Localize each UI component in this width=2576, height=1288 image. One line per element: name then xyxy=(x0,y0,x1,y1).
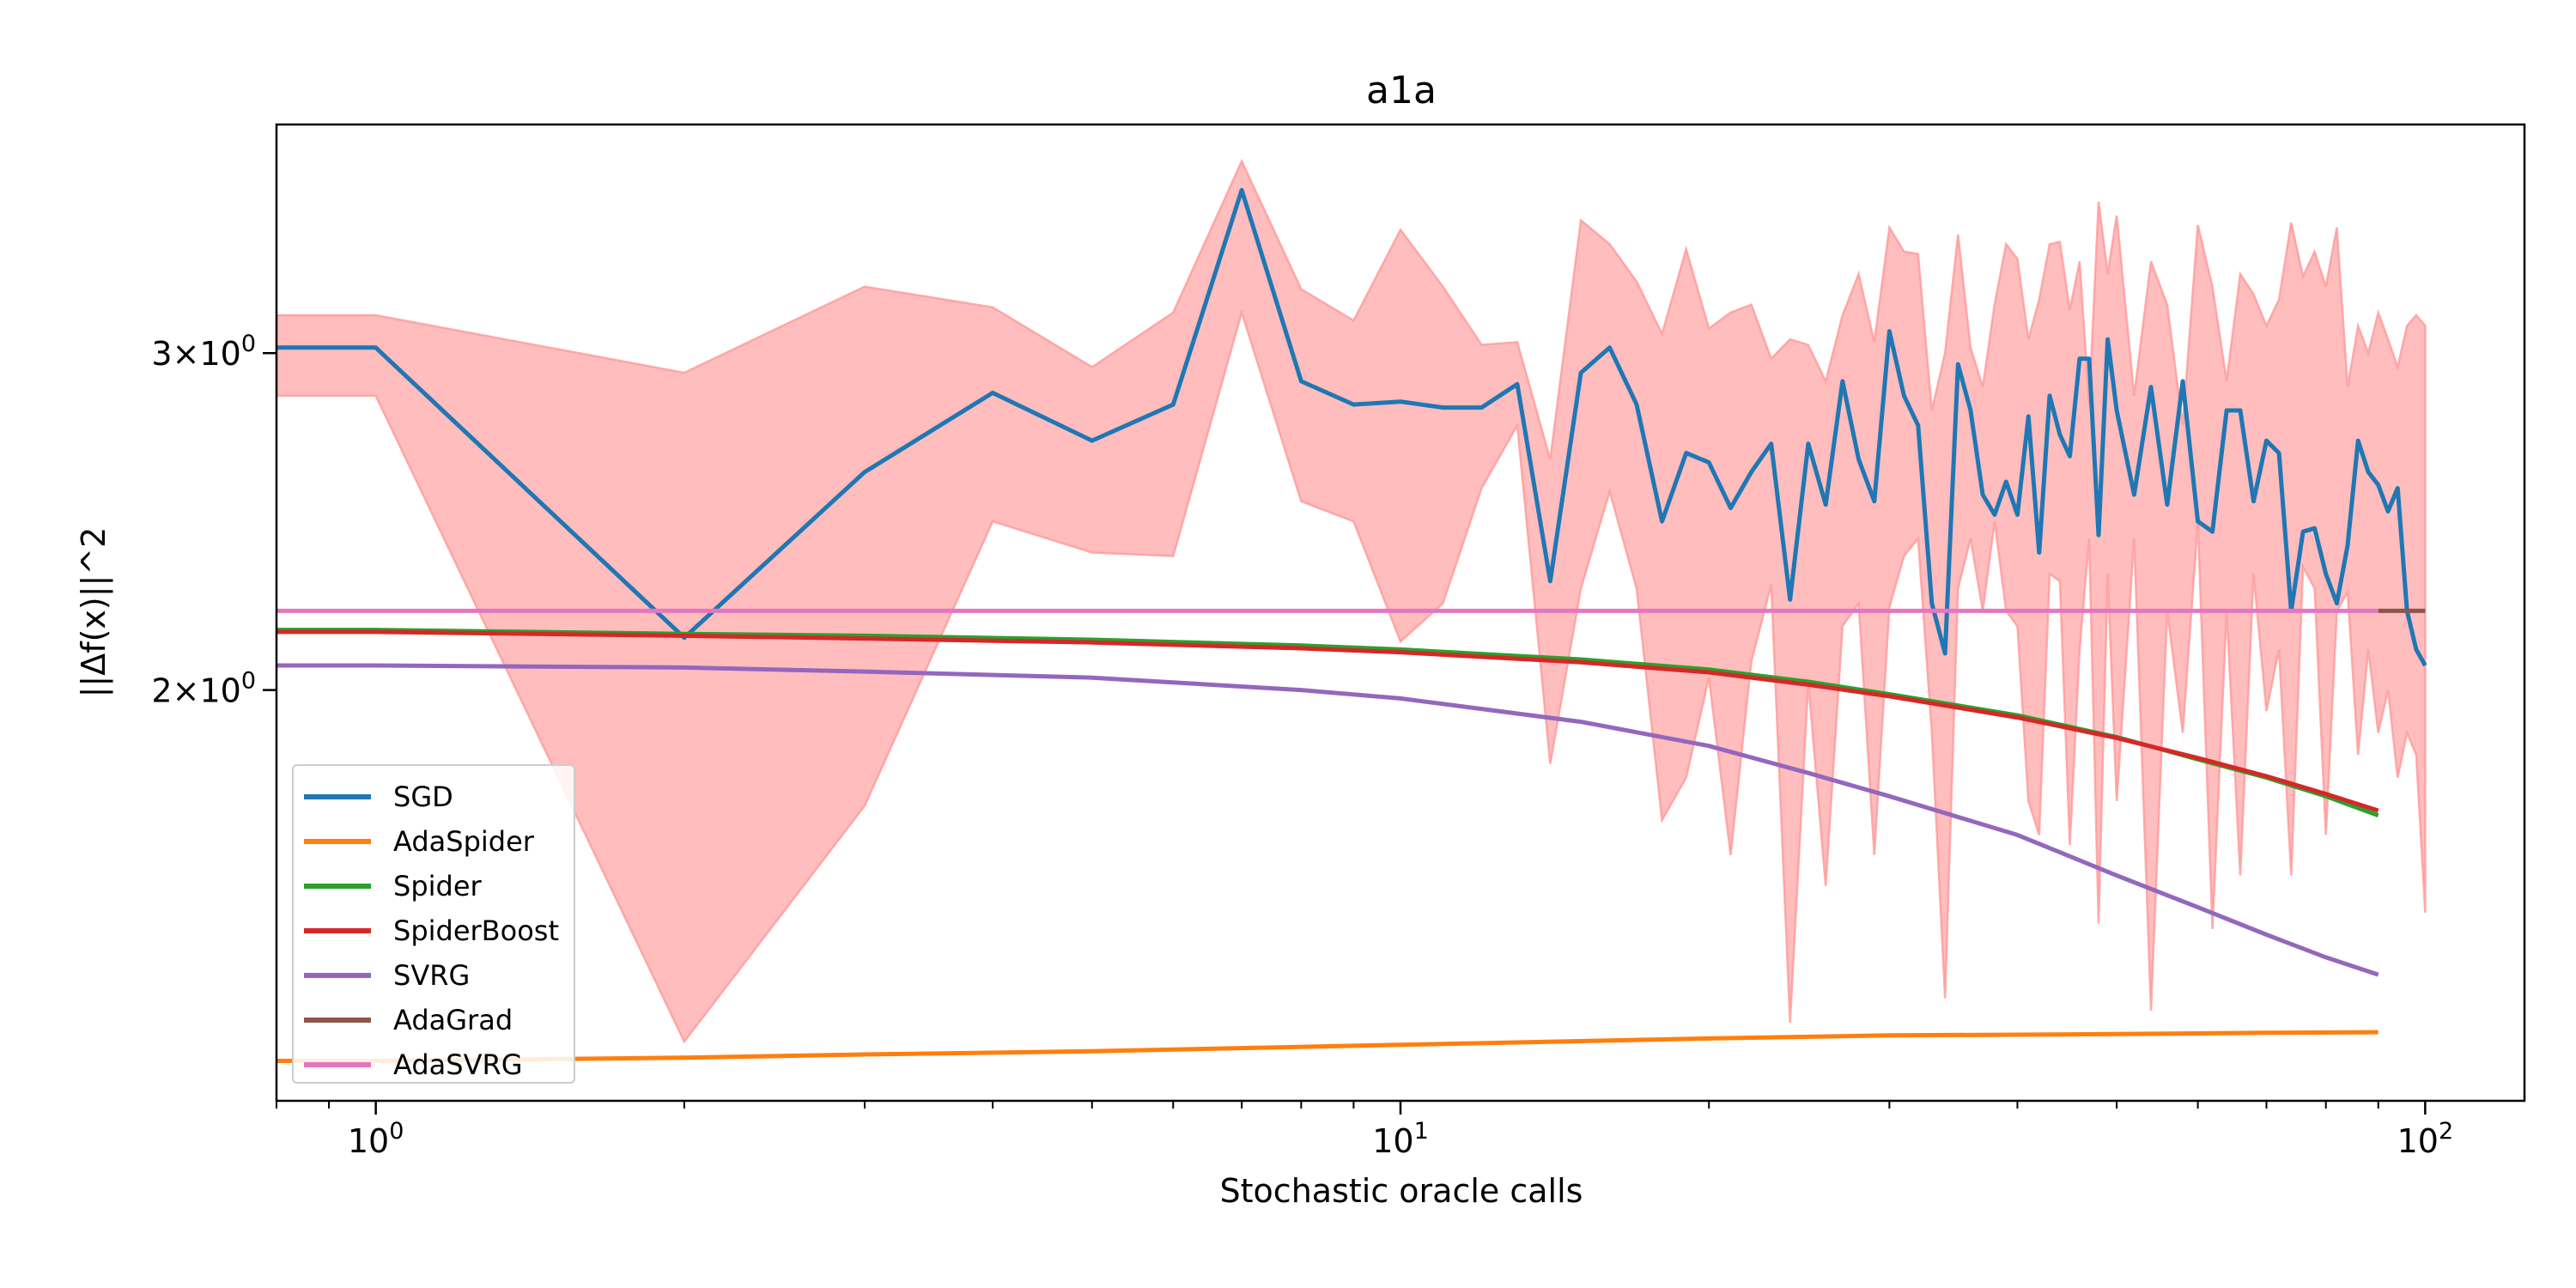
legend-swatch xyxy=(304,794,371,799)
legend-label: SGD xyxy=(393,781,453,813)
chart-title: a1a xyxy=(1366,69,1437,112)
series-line-spiderboost xyxy=(276,629,2379,813)
y-tick-label: 2×100 xyxy=(151,668,256,710)
series-line-sgd xyxy=(276,187,2427,667)
series-layer xyxy=(276,187,2427,1063)
legend-swatch xyxy=(304,973,371,978)
legend-item-spiderboost: SpiderBoost xyxy=(304,914,559,948)
x-tick-label: 100 xyxy=(348,1118,404,1160)
legend-label: AdaGrad xyxy=(393,1004,513,1036)
x-tick-label: 102 xyxy=(2397,1118,2454,1160)
legend-item-svrg: SVRG xyxy=(304,958,470,993)
legend-item-sgd: SGD xyxy=(304,780,453,814)
series-line-adaspider xyxy=(276,1030,2379,1063)
legend-item-adaspider: AdaSpider xyxy=(304,824,534,859)
legend-item-adasvrg: AdaSVRG xyxy=(304,1048,522,1082)
legend-label: Spider xyxy=(393,870,482,902)
legend-label: AdaSVRG xyxy=(393,1048,523,1081)
y-axis: 2×100 3×100 xyxy=(151,331,276,710)
y-axis-label: ||Δf(x)||^2 xyxy=(75,527,113,698)
series-line-svrg xyxy=(276,663,2379,977)
legend-label: AdaSpider xyxy=(393,825,534,858)
legend-swatch xyxy=(304,884,371,889)
legend-label: SpiderBoost xyxy=(393,914,559,947)
legend-item-adagrad: AdaGrad xyxy=(304,1003,513,1037)
x-axis: 100 101 102 xyxy=(276,1101,2453,1160)
sgd-std-band xyxy=(275,158,2427,1044)
std-band-layer xyxy=(275,158,2427,1044)
legend-item-spider: Spider xyxy=(304,869,482,903)
legend-swatch xyxy=(304,1062,371,1067)
legend: SGD AdaSpider Spider SpiderBoost SVRG AdaGrad… xyxy=(292,764,575,1084)
legend-swatch xyxy=(304,1018,371,1023)
legend-label: SVRG xyxy=(393,959,471,992)
x-axis-label: Stochastic oracle calls xyxy=(1220,1172,1583,1210)
legend-swatch xyxy=(304,928,371,933)
y-tick-label: 3×100 xyxy=(151,331,256,373)
legend-swatch xyxy=(304,839,371,844)
x-tick-label: 101 xyxy=(1372,1118,1429,1160)
